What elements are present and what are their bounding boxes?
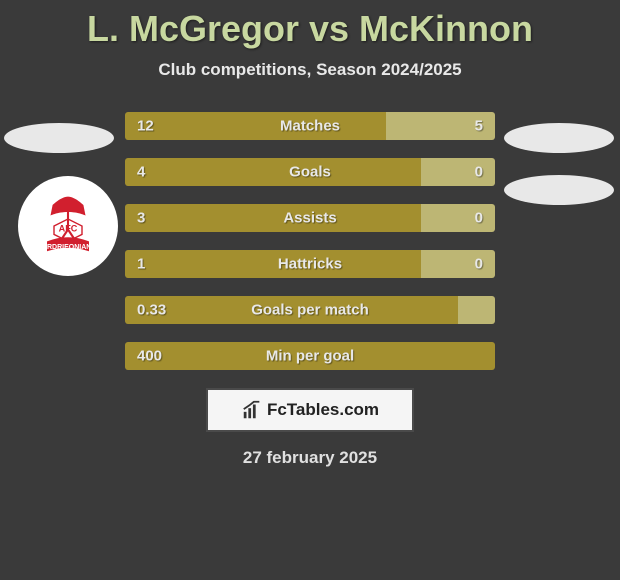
stat-bar-row: 0.33Goals per match (125, 296, 495, 324)
stat-bar-row: 30Assists (125, 204, 495, 232)
stat-label: Matches (125, 118, 495, 135)
attribution-box: FcTables.com (206, 388, 414, 432)
footer-date: 27 february 2025 (0, 448, 620, 468)
stat-bar-row: 125Matches (125, 112, 495, 140)
stat-label: Min per goal (125, 348, 495, 365)
stats-chart: 125Matches 40Goals 30Assists 10Hattricks 0.3… (0, 112, 620, 370)
chart-icon (241, 399, 263, 421)
stat-label: Goals per match (125, 302, 495, 319)
stat-bar-row: 40Goals (125, 158, 495, 186)
stat-label: Hattricks (125, 256, 495, 273)
page-title: L. McGregor vs McKinnon (0, 0, 620, 50)
page-subtitle: Club competitions, Season 2024/2025 (0, 60, 620, 80)
attribution-text: FcTables.com (267, 400, 379, 420)
stat-label: Assists (125, 210, 495, 227)
stat-bar-row: 400Min per goal (125, 342, 495, 370)
stat-bar-row: 10Hattricks (125, 250, 495, 278)
stat-label: Goals (125, 164, 495, 181)
